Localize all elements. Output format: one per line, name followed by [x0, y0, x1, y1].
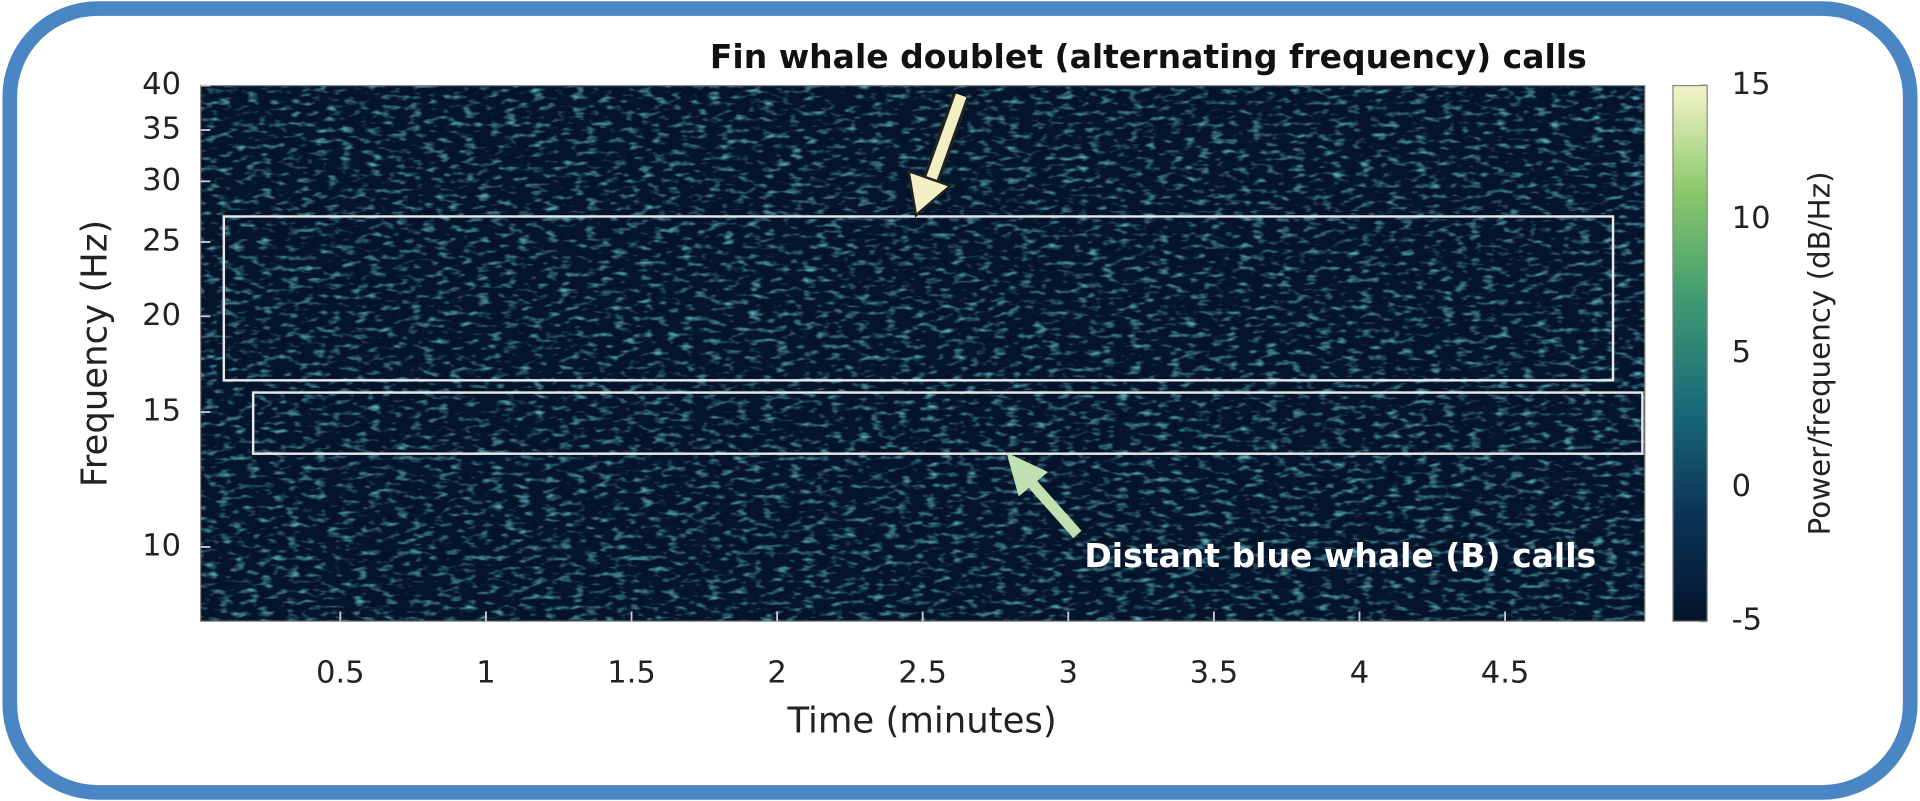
- y-tick-label: 25: [142, 224, 181, 259]
- blue-box: [251, 391, 1644, 455]
- colorbar-tick-label: 10: [1732, 201, 1771, 236]
- blue-annotation: Distant blue whale (B) calls: [1084, 536, 1596, 575]
- colorbar-tick-label: 15: [1732, 67, 1771, 102]
- blue-arrow: [1006, 452, 1082, 539]
- fin-annotation: Fin whale doublet (alternating frequency…: [710, 37, 1587, 76]
- y-axis-label: Frequency (Hz): [75, 220, 116, 487]
- x-tick-label: 4: [1350, 655, 1369, 690]
- x-tick-label: 3: [1059, 655, 1078, 690]
- x-tick-label: 2: [767, 655, 786, 690]
- fin-box: [222, 215, 1615, 382]
- x-tick-label: 4.5: [1481, 655, 1530, 690]
- colorbar-tick-label: 5: [1732, 335, 1751, 370]
- x-tick-label: 1: [476, 655, 495, 690]
- y-tick-label: 20: [142, 298, 181, 333]
- x-tick-label: 3.5: [1190, 655, 1239, 690]
- colorbar-tick-label: 0: [1732, 469, 1751, 504]
- x-tick-label: 1.5: [607, 655, 656, 690]
- colorbar-label: Power/frequency (dB/Hz): [1802, 171, 1836, 535]
- y-tick-label: 40: [142, 67, 181, 102]
- colorbar: [1672, 84, 1708, 622]
- ticks: 0.5 1 1.5 2 2.5 3 3.5 4 4.5 10 15 20 25 30 35 40 -5 0 5 10 1…: [142, 67, 1770, 690]
- y-tick-label: 15: [142, 394, 181, 429]
- x-axis-label: Time (minutes): [786, 701, 1056, 742]
- y-tick-label: 30: [142, 163, 181, 198]
- y-tick-label: 35: [142, 112, 181, 147]
- y-tick-label: 10: [142, 528, 181, 563]
- colorbar-tick-label: -5: [1732, 603, 1762, 638]
- x-tick-label: 0.5: [316, 655, 365, 690]
- x-tick-label: 2.5: [898, 655, 947, 690]
- fin-arrow: [907, 92, 970, 218]
